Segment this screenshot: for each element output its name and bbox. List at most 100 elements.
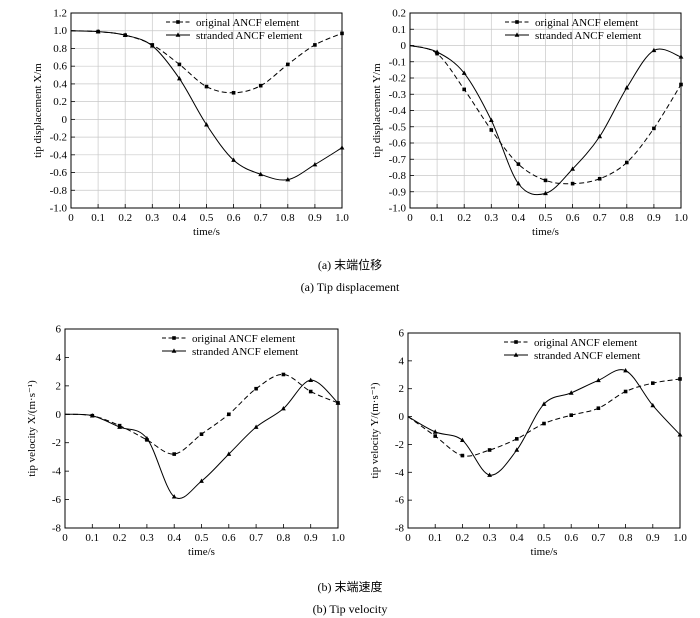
x-tick-label: 0.9 — [646, 532, 660, 544]
data-point-triangle — [144, 435, 150, 441]
x-tick-label: 0.9 — [308, 212, 322, 224]
data-point-square — [625, 160, 629, 165]
y-tick-label: 0 — [401, 40, 407, 52]
x-tick-label: 1.0 — [674, 212, 688, 224]
y-axis-title: tip displacement X/m — [32, 63, 44, 158]
y-tick-label: 4 — [399, 355, 405, 367]
series-line-1 — [70, 30, 343, 94]
data-point-triangle — [651, 47, 657, 53]
x-tick-label: 0.8 — [619, 532, 633, 544]
legend-label: original ANCF element — [534, 337, 637, 349]
x-tick-label: 0.2 — [113, 532, 127, 544]
data-point-square — [652, 126, 656, 131]
y-tick-label: -0.8 — [50, 185, 68, 197]
y-tick-label: -0.4 — [50, 149, 68, 161]
y-tick-label: -1.0 — [389, 203, 407, 215]
chart-1: 0 0.1 0.2 0.3 0.4 0.5 0.6 0.7 0.8 0.9 1.0 -1.0 -0.8 -… — [32, 8, 349, 239]
data-point-triangle — [543, 190, 548, 196]
data-point-triangle — [89, 413, 95, 418]
data-point-triangle — [285, 177, 291, 182]
plot-frame — [64, 328, 339, 529]
data-point-square — [651, 381, 655, 385]
x-tick-label: 0.4 — [510, 532, 524, 544]
y-tick-label: -0.2 — [389, 73, 406, 85]
y-tick-label: -0.3 — [389, 89, 407, 101]
y-tick-label: 2 — [399, 383, 405, 395]
data-point-triangle — [308, 377, 314, 382]
legend-marker-square — [172, 336, 176, 340]
y-tick-label: -2 — [395, 439, 404, 451]
x-tick-label: 0.6 — [222, 532, 236, 544]
x-tick-label: 0.3 — [140, 532, 154, 544]
x-tick-label: 0.7 — [592, 532, 606, 544]
x-tick-label: 0 — [405, 532, 411, 544]
chart-4: 0 0.1 0.2 0.3 0.4 0.5 0.6 0.7 0.8 0.9 1.0 -8 -6 -4 -2 0… — [369, 328, 687, 559]
x-tick-label: 0.8 — [620, 212, 634, 224]
data-point-triangle — [117, 424, 122, 429]
x-tick-label: 1.0 — [673, 532, 687, 544]
x-tick-label: 0.9 — [304, 532, 318, 544]
y-tick-label: 0.2 — [53, 96, 67, 108]
data-point-square — [199, 432, 204, 436]
y-tick-label: -1.0 — [50, 203, 68, 215]
data-point-square — [516, 162, 521, 166]
y-tick-label: 0.2 — [392, 8, 406, 20]
data-point-square — [679, 82, 683, 87]
data-point-triangle — [434, 49, 440, 54]
data-point-square — [570, 181, 575, 186]
data-point-triangle — [570, 166, 575, 171]
y-axis-title: tip velocity X/(m·s⁻¹) — [26, 380, 38, 477]
data-point-triangle — [231, 157, 236, 162]
data-point-triangle — [516, 181, 521, 186]
data-point-triangle — [339, 145, 345, 150]
x-tick-label: 0.6 — [566, 212, 580, 224]
y-tick-label: 0.6 — [53, 61, 67, 73]
y-tick-label: 0.4 — [53, 78, 67, 90]
y-tick-label: -0.9 — [389, 186, 407, 198]
data-point-triangle — [596, 377, 601, 383]
data-point-square — [204, 84, 209, 89]
data-point-triangle — [624, 85, 630, 90]
x-tick-label: 0.4 — [512, 212, 526, 224]
caption-a-en: (a) Tip displacement — [300, 280, 400, 294]
x-tick-label: 0.5 — [200, 212, 214, 224]
y-tick-label: 0 — [56, 409, 62, 421]
x-tick-label: 0 — [407, 212, 413, 224]
y-tick-label: 0 — [62, 114, 68, 126]
x-tick-label: 0.9 — [647, 212, 661, 224]
x-tick-label: 0.2 — [457, 212, 471, 224]
data-point-triangle — [623, 368, 628, 373]
y-tick-label: 0.8 — [53, 43, 67, 55]
data-point-square — [308, 389, 313, 394]
chart-3: 0 0.1 0.2 0.3 0.4 0.5 0.6 0.7 0.8 0.9 1.0 -8 -6 -4 -2 0… — [26, 324, 345, 559]
x-tick-label: 0.7 — [254, 212, 268, 224]
y-tick-label: -8 — [395, 523, 405, 535]
data-point-square — [258, 83, 263, 88]
data-point-square — [172, 452, 176, 456]
legend-label: original ANCF element — [535, 17, 638, 29]
data-point-triangle — [461, 70, 467, 75]
legend-marker-triangle — [513, 352, 519, 357]
x-tick-label: 0 — [62, 532, 68, 544]
series-line-1 — [409, 45, 682, 185]
x-tick-label: 0.1 — [91, 212, 105, 224]
data-point-triangle — [171, 494, 177, 499]
data-point-square — [227, 412, 231, 417]
y-tick-label: -0.7 — [389, 154, 407, 166]
data-point-triangle — [432, 429, 438, 434]
data-point-square — [542, 421, 546, 426]
plot-frame — [407, 332, 681, 529]
y-tick-label: 0.1 — [392, 24, 406, 36]
y-tick-label: -4 — [395, 467, 405, 479]
y-axis-title: tip displacement Y/m — [371, 63, 383, 158]
data-point-triangle — [281, 406, 286, 411]
x-tick-label: 0.3 — [145, 212, 159, 224]
data-point-square — [286, 62, 290, 67]
x-axis-title: time/s — [532, 226, 559, 238]
legend-label: stranded ANCF element — [196, 30, 302, 42]
legend-marker-triangle — [171, 348, 177, 353]
data-point-triangle — [487, 472, 492, 477]
legend-marker-square — [515, 20, 519, 24]
y-tick-label: -0.5 — [389, 121, 407, 133]
data-point-triangle — [312, 161, 318, 167]
